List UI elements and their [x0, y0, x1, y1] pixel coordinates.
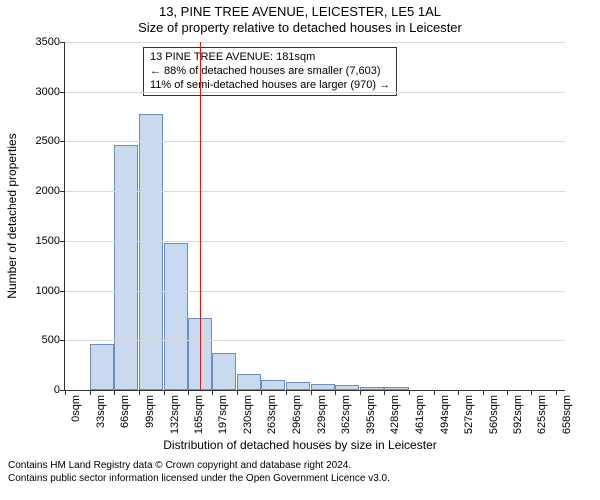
xtick-label: 66sqm — [118, 395, 131, 428]
xtick-mark — [90, 390, 91, 395]
histogram-bar — [286, 382, 310, 390]
xtick-label: 658sqm — [560, 395, 573, 434]
ytick-label: 500 — [42, 334, 65, 346]
annotation-line: 13 PINE TREE AVENUE: 181sqm — [150, 51, 390, 65]
xtick-mark — [65, 390, 66, 395]
histogram-bar — [164, 243, 188, 390]
xtick-mark — [286, 390, 287, 395]
xtick-mark — [311, 390, 312, 395]
xtick-mark — [164, 390, 165, 395]
xtick-mark — [237, 390, 238, 395]
xtick-mark — [507, 390, 508, 395]
xtick-mark — [335, 390, 336, 395]
xtick-label: 494sqm — [438, 395, 451, 434]
y-axis-label: Number of detached properties — [5, 133, 19, 298]
footer-text-1: Contains HM Land Registry data — [8, 460, 155, 471]
xtick-label: 560sqm — [487, 395, 500, 434]
histogram-bar — [237, 374, 261, 390]
gridline — [65, 340, 565, 341]
xtick-mark — [114, 390, 115, 395]
annotation-line: ← 88% of detached houses are smaller (7,… — [150, 65, 390, 79]
gridline — [65, 241, 565, 242]
marker-line — [200, 42, 201, 390]
xtick-mark — [434, 390, 435, 395]
gridline — [65, 291, 565, 292]
xtick-label: 428sqm — [388, 395, 401, 434]
annotation-box: 13 PINE TREE AVENUE: 181sqm← 88% of deta… — [143, 47, 397, 96]
gridline — [65, 141, 565, 142]
xtick-label: 296sqm — [290, 395, 303, 434]
xtick-mark — [458, 390, 459, 395]
footer-line1: Contains HM Land Registry data © Crown c… — [8, 460, 390, 473]
histogram-bar — [114, 145, 138, 390]
x-axis-label: Distribution of detached houses by size … — [0, 438, 600, 452]
xtick-mark — [188, 390, 189, 395]
xtick-mark — [139, 390, 140, 395]
histogram-bar — [261, 380, 285, 390]
xtick-label: 461sqm — [413, 395, 426, 434]
histogram-bar — [139, 114, 163, 390]
ytick-label: 1500 — [36, 235, 65, 247]
xtick-label: 132sqm — [168, 395, 181, 434]
xtick-label: 263sqm — [265, 395, 278, 434]
histogram-bar — [335, 385, 359, 390]
xtick-label: 625sqm — [535, 395, 548, 434]
xtick-label: 99sqm — [143, 395, 156, 428]
xtick-mark — [531, 390, 532, 395]
ytick-label: 1000 — [36, 285, 65, 297]
xtick-label: 362sqm — [339, 395, 352, 434]
gridline — [65, 191, 565, 192]
footer-attribution: Contains HM Land Registry data © Crown c… — [8, 460, 390, 485]
xtick-mark — [384, 390, 385, 395]
xtick-label: 33sqm — [94, 395, 107, 428]
ytick-label: 2500 — [36, 135, 65, 147]
xtick-label: 0sqm — [69, 395, 82, 422]
xtick-mark — [409, 390, 410, 395]
xtick-label: 329sqm — [315, 395, 328, 434]
histogram-bar — [212, 353, 236, 390]
histogram-bar — [360, 387, 384, 390]
histogram-bar — [311, 384, 335, 390]
gridline — [65, 92, 565, 93]
ytick-label: 3500 — [36, 36, 65, 48]
chart-container: { "titles": { "line1": "13, PINE TREE AV… — [0, 0, 600, 500]
xtick-mark — [483, 390, 484, 395]
xtick-mark — [212, 390, 213, 395]
chart-titles: 13, PINE TREE AVENUE, LEICESTER, LE5 1AL… — [0, 4, 600, 35]
xtick-label: 197sqm — [216, 395, 229, 434]
xtick-label: 165sqm — [192, 395, 205, 434]
footer-line2: Contains public sector information licen… — [8, 473, 390, 486]
annotation-line: 11% of semi-detached houses are larger (… — [150, 79, 390, 93]
histogram-bar — [384, 387, 408, 390]
ytick-label: 3000 — [36, 86, 65, 98]
plot-area: 13 PINE TREE AVENUE: 181sqm← 88% of deta… — [64, 42, 565, 391]
ytick-label: 2000 — [36, 185, 65, 197]
xtick-label: 230sqm — [241, 395, 254, 434]
xtick-label: 527sqm — [462, 395, 475, 434]
ytick-label: 0 — [54, 384, 65, 396]
footer-text-2: Crown copyright and database right 2024. — [163, 460, 351, 471]
xtick-mark — [261, 390, 262, 395]
title-subtitle: Size of property relative to detached ho… — [0, 20, 600, 35]
xtick-label: 592sqm — [511, 395, 524, 434]
title-address: 13, PINE TREE AVENUE, LEICESTER, LE5 1AL — [0, 4, 600, 19]
histogram-bar — [90, 344, 114, 390]
gridline — [65, 42, 565, 43]
xtick-label: 395sqm — [364, 395, 377, 434]
xtick-mark — [556, 390, 557, 395]
copyright-icon: © — [155, 460, 162, 473]
xtick-mark — [360, 390, 361, 395]
